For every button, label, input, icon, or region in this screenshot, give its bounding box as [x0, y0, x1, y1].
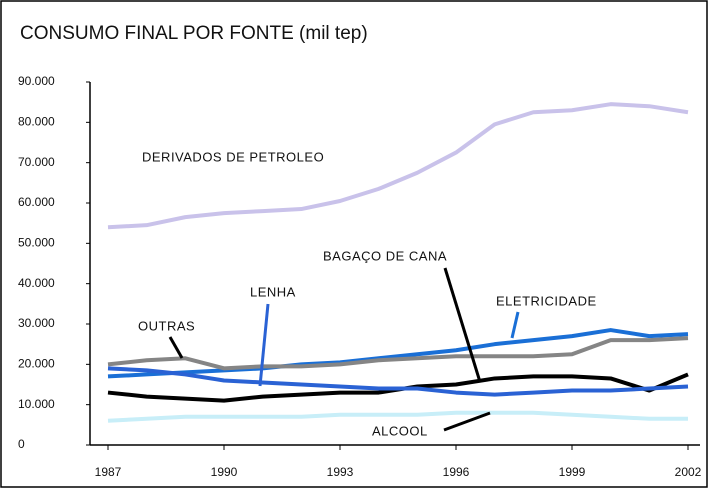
series-label: DERIVADOS DE PETROLEO: [142, 149, 324, 164]
series-label: ELETRICIDADE: [496, 293, 597, 308]
series-line: [107, 410, 688, 423]
x-tick-label: 1987: [95, 465, 122, 479]
x-tick-label: 1993: [327, 465, 354, 479]
x-tick-label: 1999: [559, 465, 586, 479]
leader-line: [443, 411, 491, 432]
series-label: OUTRAS: [138, 318, 195, 333]
series-label: ALCOOL: [372, 423, 428, 438]
y-tick-label: 40.000: [18, 276, 55, 290]
series-line: [107, 102, 689, 230]
y-tick-label: 0: [18, 437, 25, 451]
y-tick-label: 70.000: [18, 155, 55, 169]
y-tick-label: 50.000: [18, 236, 55, 250]
y-tick-label: 10.000: [18, 397, 55, 411]
leader-line: [443, 267, 482, 383]
series-label: BAGAÇO DE CANA: [323, 248, 447, 263]
series-line: [107, 328, 689, 379]
leader-line: [168, 336, 184, 359]
x-tick-label: 2002: [675, 465, 702, 479]
y-tick-label: 90.000: [18, 74, 55, 88]
x-tick-label: 1996: [443, 465, 470, 479]
chart-title: CONSUMO FINAL POR FONTE (mil tep): [20, 23, 368, 44]
y-tick-label: 60.000: [18, 195, 55, 209]
series-label: LENHA: [250, 284, 296, 299]
y-tick-label: 30.000: [18, 316, 55, 330]
y-tick-label: 80.000: [18, 115, 55, 129]
series-line: [107, 336, 689, 371]
x-tick-label: 1990: [211, 465, 238, 479]
leader-line: [258, 303, 270, 387]
series-line: [107, 366, 689, 397]
y-tick-label: 20.000: [18, 357, 55, 371]
leader-line: [510, 311, 520, 339]
